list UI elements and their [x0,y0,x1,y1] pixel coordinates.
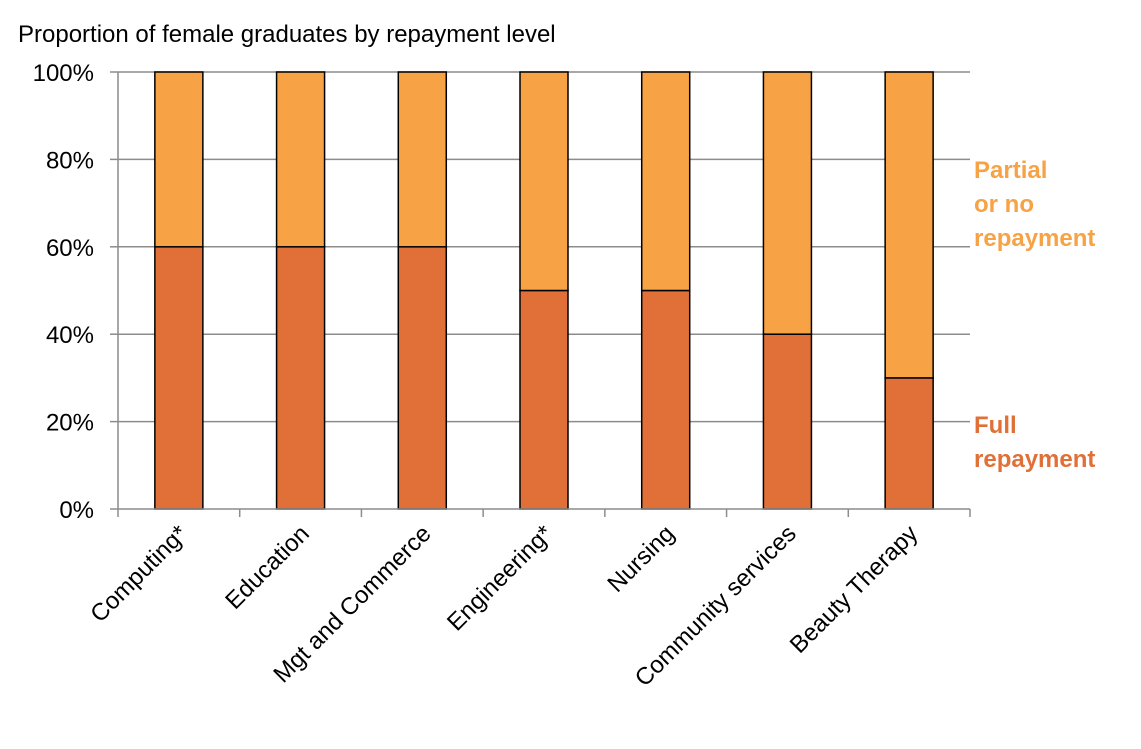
bar-full-repayment [640,289,691,510]
bar-partial-repayment [397,71,448,248]
series-label: Partial or no repayment [974,157,1095,252]
bar-partial-repayment [519,71,569,292]
bar-full-repayment [154,246,204,510]
y-tick-label: 40% [46,322,94,349]
x-tick-label: Nursing [602,520,680,598]
series-label-line: Full [974,412,1017,439]
bar-full-repayment [275,246,326,510]
bar-partial-repayment [762,71,813,335]
y-tick-label: 100% [33,60,94,87]
bar-partial-repayment [640,71,691,292]
axes [110,71,971,517]
series-label-line: Partial [974,157,1047,184]
y-tick-label: 0% [59,497,94,524]
bar-partial-repayment [275,71,326,248]
x-tick-label: Beauty Therapy [785,520,924,659]
bar-full-repayment [519,289,569,510]
series-label-line: or no [974,191,1034,218]
series-label: Full repayment [974,412,1095,473]
bar-partial-repayment [884,71,934,379]
y-tick-label: 20% [46,410,94,437]
x-tick-label: Computing* [85,520,193,628]
chart-title: Proportion of female graduates by repaym… [18,21,556,48]
x-tick-label: Education [220,520,315,615]
bar-partial-repayment [154,71,204,248]
series-label-line: repayment [974,225,1095,252]
series-label-line: repayment [974,446,1095,473]
bar-full-repayment [397,246,448,510]
y-tick-label: 80% [46,147,94,174]
bars [154,71,934,510]
x-tick-label: Engineering* [442,520,558,636]
y-tick-label: 60% [46,235,94,262]
bar-full-repayment [884,377,934,510]
y-tick-labels: 0% 20% 40% 60% 80% 100% [33,60,94,524]
series-labels: Full repayment Partial or no repayment [974,157,1095,473]
bar-full-repayment [762,333,813,510]
